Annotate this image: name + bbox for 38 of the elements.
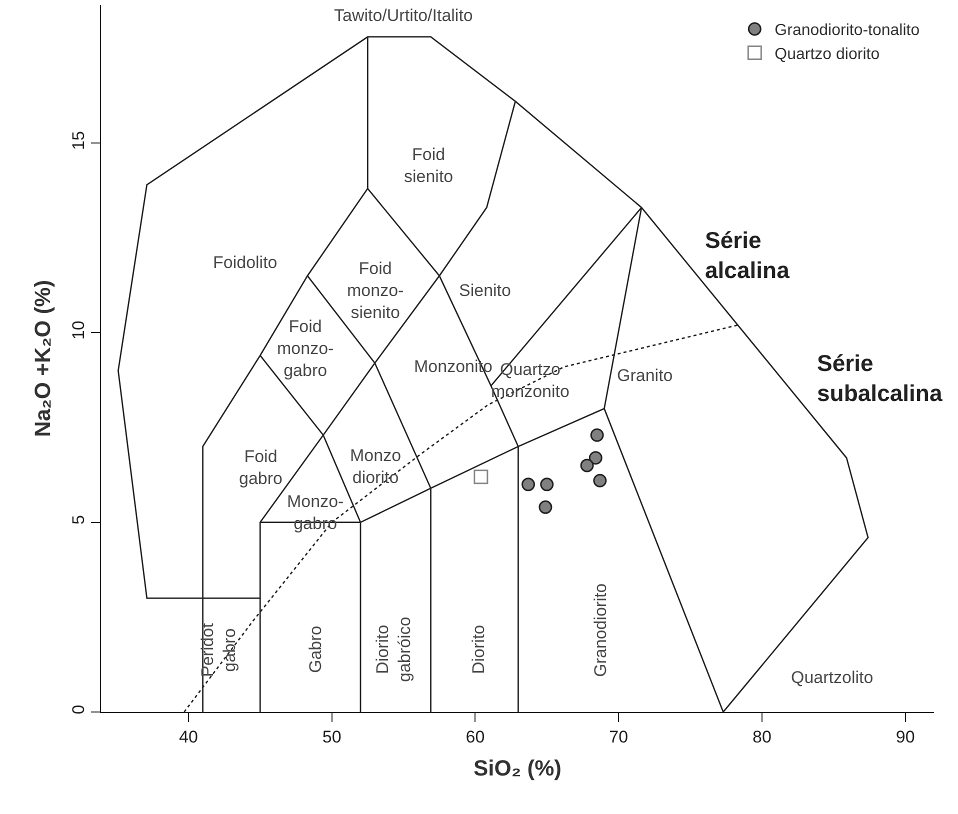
annotation: Foid monzo- sienito [347, 259, 404, 322]
annotation: Foidolito [213, 253, 278, 272]
annotation: Série subalcalina [817, 350, 942, 406]
annotation: Gabro [306, 626, 325, 673]
point [580, 458, 594, 472]
annotation: Granodiorito [591, 583, 610, 677]
legend-label: Granodiorito-tonalito [774, 22, 920, 40]
annotation: Foid gabro [239, 447, 282, 488]
y-tick-label: 5 [69, 515, 88, 525]
x-tick-label: 40 [179, 727, 198, 746]
y-tick-label: 0 [69, 704, 88, 714]
x-tick-label: 60 [466, 727, 485, 746]
point [540, 478, 554, 492]
y-tick-label: 15 [69, 131, 88, 150]
annotation: Sienito [459, 281, 511, 300]
legend-label: Quartzo diorito [774, 46, 880, 64]
x-tick-label: 50 [322, 727, 342, 746]
annotation: Monzo diorito [350, 446, 402, 488]
annotation: Foid monzo- gabro [277, 317, 334, 380]
annotation: Foid sienito [404, 145, 454, 186]
point [538, 500, 552, 514]
x-tick-label: 90 [896, 727, 915, 746]
annotation: Diorito gabróico [373, 616, 414, 682]
point [588, 451, 602, 465]
annotation: Diorito [469, 624, 488, 674]
x-tick-label: 70 [609, 727, 628, 746]
point [590, 428, 604, 442]
y-tick-label: 10 [69, 320, 88, 340]
x-axis-title: SiO₂ (%) [474, 755, 562, 780]
point [522, 478, 535, 492]
annotation: Quartzolito [791, 668, 874, 687]
annotation: Série alcalina [705, 227, 790, 283]
annotation: Granito [617, 366, 673, 385]
y-axis-title: Na₂O +K₂O (%) [30, 280, 55, 438]
annotation: Peridot gabro [198, 622, 240, 677]
annotation: Tawito/Urtito/Italito [334, 6, 473, 25]
point [593, 474, 607, 488]
x-tick-label: 80 [752, 727, 772, 746]
